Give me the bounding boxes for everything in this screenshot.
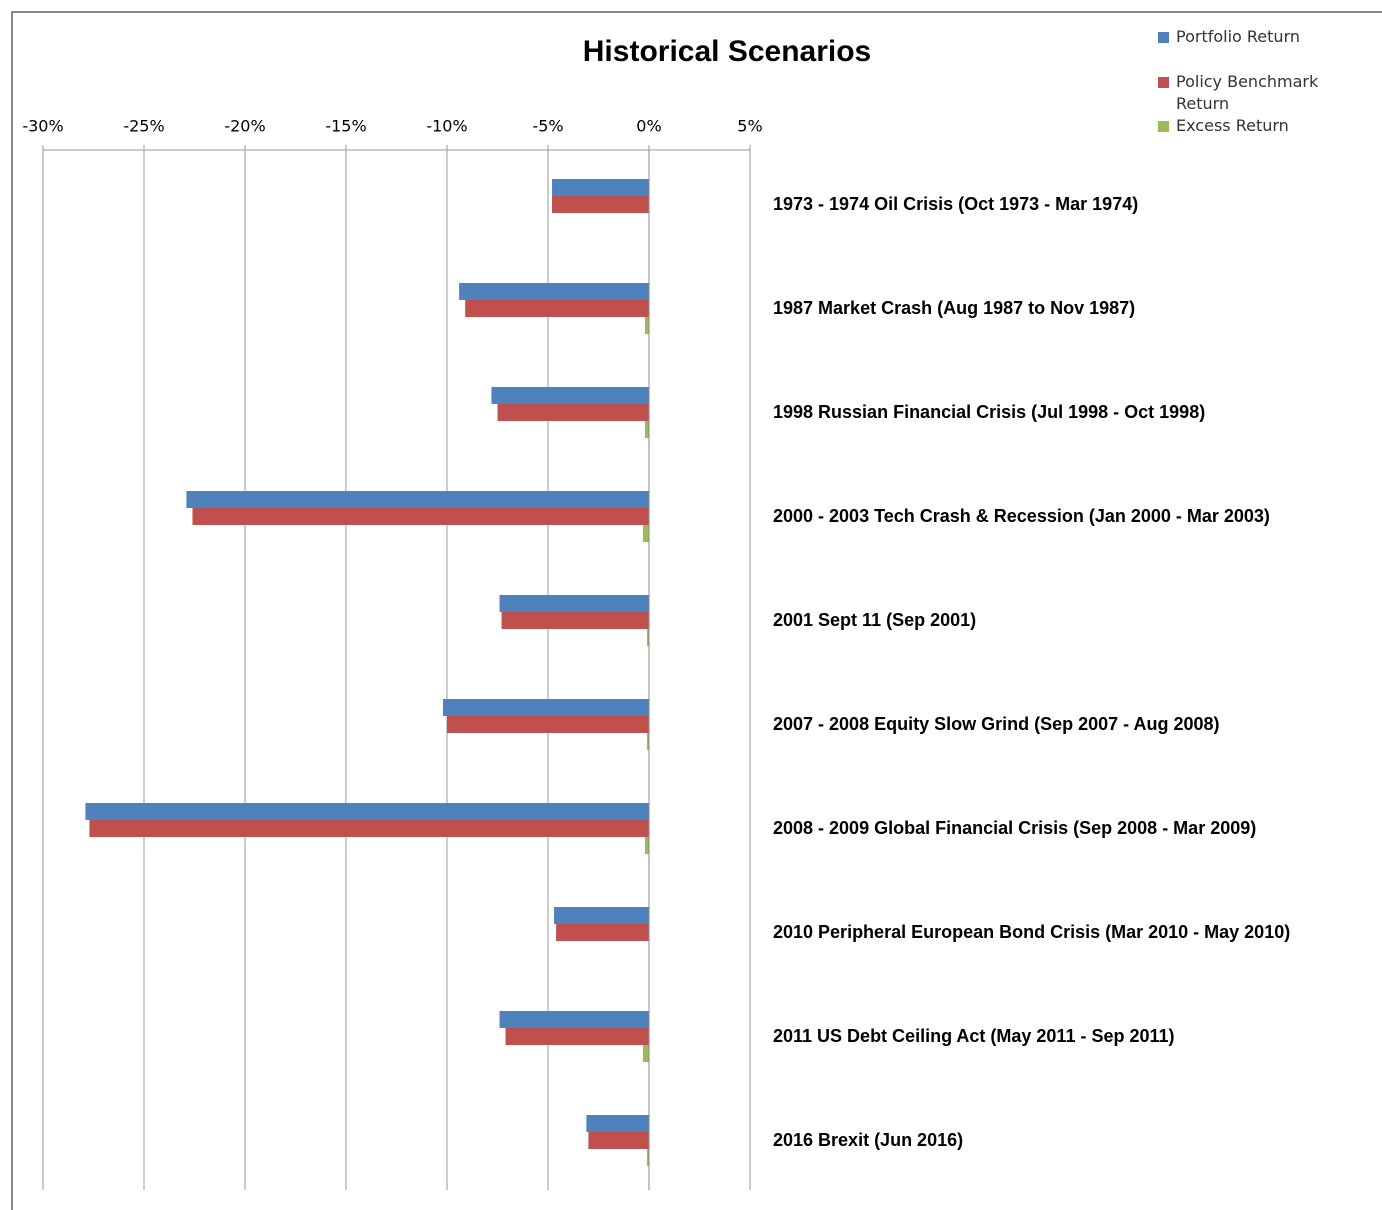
bar (447, 716, 649, 733)
category-label: 2008 - 2009 Global Financial Crisis (Sep… (773, 818, 1256, 838)
bar (556, 924, 649, 941)
bar (552, 179, 649, 196)
bar (501, 612, 649, 629)
legend-label: Portfolio Return (1176, 27, 1300, 46)
category-label: 1998 Russian Financial Crisis (Jul 1998 … (773, 402, 1205, 422)
bar (554, 907, 649, 924)
bar (644, 317, 649, 334)
legend-label: Excess Return (1176, 116, 1289, 135)
bar (459, 283, 649, 300)
category-label: 2001 Sept 11 (Sep 2001) (773, 610, 976, 630)
bar (442, 699, 649, 716)
bar (642, 1045, 649, 1062)
x-tick-label: -5% (532, 117, 563, 136)
x-tick-label: 0% (636, 117, 661, 136)
bar (186, 491, 650, 508)
bar (642, 525, 649, 542)
bar (499, 1011, 649, 1028)
x-tick-label: 5% (737, 117, 762, 136)
category-label: 2007 - 2008 Equity Slow Grind (Sep 2007 … (773, 714, 1220, 734)
legend-item: Policy Benchmark Return (1158, 71, 1348, 115)
bar (552, 196, 649, 213)
x-tick-label: -10% (426, 117, 467, 136)
category-label: 2011 US Debt Ceiling Act (May 2011 - Sep… (773, 1026, 1175, 1046)
bar (646, 629, 649, 646)
bar (646, 733, 649, 750)
legend-swatch (1158, 121, 1169, 132)
legend-item: Portfolio Return (1158, 26, 1348, 48)
bar (499, 595, 649, 612)
category-label: 2010 Peripheral European Bond Crisis (Ma… (773, 922, 1290, 942)
category-label: 1987 Market Crash (Aug 1987 to Nov 1987) (773, 298, 1135, 318)
x-tick-label: -20% (224, 117, 265, 136)
x-tick-label: -15% (325, 117, 366, 136)
bar (497, 404, 649, 421)
category-label: 1973 - 1974 Oil Crisis (Oct 1973 - Mar 1… (773, 194, 1138, 214)
legend: Portfolio Return Policy Benchmark Return E… (1158, 26, 1348, 137)
chart-frame (11, 11, 1382, 1210)
bar (644, 837, 649, 854)
bar (491, 387, 649, 404)
bar (192, 508, 650, 525)
bar (644, 421, 649, 438)
bar (85, 803, 650, 820)
bar (588, 1132, 649, 1149)
bar (505, 1028, 649, 1045)
bar (646, 1149, 649, 1166)
chart-title: Historical Scenarios (583, 35, 871, 68)
bar (89, 820, 649, 837)
x-tick-label: -25% (123, 117, 164, 136)
bar (586, 1115, 649, 1132)
legend-item: Excess Return (1158, 115, 1348, 137)
legend-swatch (1158, 32, 1169, 43)
bar (465, 300, 649, 317)
legend-label: Policy Benchmark Return (1176, 72, 1319, 113)
category-label: 2000 - 2003 Tech Crash & Recession (Jan … (773, 506, 1270, 526)
legend-swatch (1158, 77, 1169, 88)
category-label: 2016 Brexit (Jun 2016) (773, 1130, 963, 1150)
x-tick-label: -30% (22, 117, 63, 136)
